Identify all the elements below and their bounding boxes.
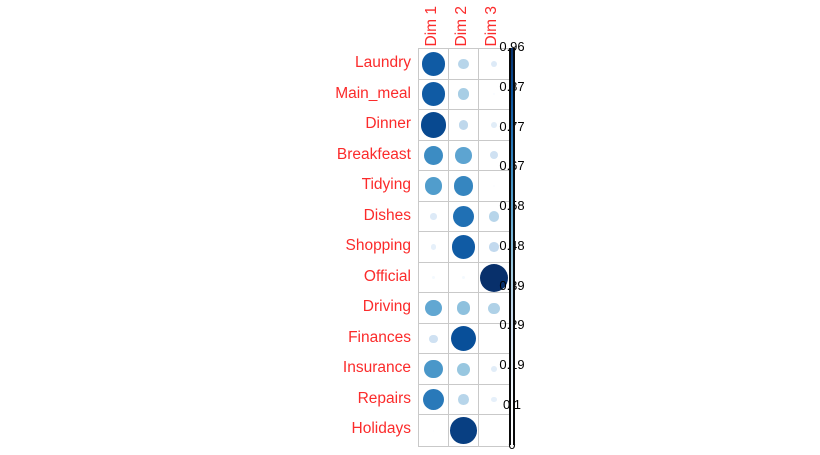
value-bubble — [492, 93, 496, 96]
matrix-cell — [449, 110, 479, 141]
column-header-label: Dim 1 — [423, 5, 441, 46]
value-bubble — [432, 429, 435, 432]
value-bubble — [420, 112, 447, 138]
matrix-cell — [479, 385, 509, 416]
value-bubble — [424, 360, 443, 379]
column-header-dim2: Dim 2 — [448, 0, 478, 46]
value-bubble — [491, 366, 497, 373]
color-legend-bar — [509, 48, 515, 446]
row-label-holidays: Holidays — [351, 420, 411, 438]
value-bubble — [453, 176, 474, 196]
matrix-cell — [449, 262, 479, 294]
matrix-cell — [479, 80, 509, 111]
matrix-cell — [479, 110, 509, 141]
matrix-cell — [449, 79, 479, 111]
row-label-driving: Driving — [362, 298, 411, 316]
matrix-cell — [449, 171, 479, 202]
matrix-cell — [449, 354, 479, 385]
matrix-cell — [419, 323, 449, 355]
value-bubble — [455, 147, 472, 164]
row-label-insurance: Insurance — [342, 359, 411, 377]
value-bubble — [493, 185, 495, 187]
value-bubble — [490, 60, 498, 67]
matrix-cell — [449, 415, 479, 446]
value-bubble — [458, 394, 469, 405]
value-bubble — [425, 299, 442, 317]
matrix-cell — [449, 323, 479, 355]
value-bubble — [421, 51, 446, 76]
bubble-matrix — [418, 48, 510, 448]
value-bubble — [458, 119, 469, 130]
matrix-cell — [419, 354, 449, 385]
matrix-cell — [479, 324, 509, 355]
value-bubble — [430, 213, 437, 220]
row-label-main_meal: Main_meal — [335, 84, 411, 102]
row-label-finances: Finances — [348, 328, 411, 346]
value-bubble — [423, 145, 444, 165]
matrix-cell — [449, 232, 479, 263]
row-label-shopping: Shopping — [345, 237, 411, 255]
matrix-cell — [419, 110, 449, 141]
column-header-dim1: Dim 1 — [418, 0, 448, 46]
value-bubble — [452, 205, 475, 228]
row-label-tidying: Tidying — [361, 176, 411, 194]
value-bubble — [488, 302, 500, 314]
matrix-cell — [479, 141, 509, 172]
matrix-cell — [479, 293, 509, 324]
value-bubble — [421, 82, 446, 107]
matrix-cell — [419, 293, 449, 324]
matrix-cell — [449, 293, 479, 324]
row-label-dishes: Dishes — [363, 206, 411, 224]
value-bubble — [489, 242, 499, 252]
row-label-breakfeast: Breakfeast — [336, 145, 411, 163]
value-bubble — [450, 417, 477, 444]
matrix-cell — [479, 354, 509, 385]
column-header-label: Dim 2 — [453, 5, 471, 46]
value-bubble — [451, 235, 476, 259]
matrix-cell — [419, 171, 449, 202]
value-bubble — [423, 389, 444, 411]
row-label-official: Official — [363, 267, 411, 285]
matrix-cell — [479, 202, 509, 233]
value-bubble — [457, 362, 470, 376]
matrix-cell — [479, 232, 509, 263]
matrix-cell — [479, 49, 509, 80]
value-bubble — [480, 263, 508, 292]
value-bubble — [491, 121, 497, 128]
value-bubble — [429, 334, 438, 343]
value-bubble — [456, 301, 471, 315]
matrix-cell — [449, 384, 479, 416]
row-label-repairs: Repairs — [357, 389, 411, 407]
value-bubble — [424, 177, 443, 195]
matrix-cell — [479, 263, 509, 294]
value-bubble — [431, 275, 436, 280]
matrix-cell — [419, 415, 449, 446]
matrix-cell — [419, 49, 449, 80]
value-bubble — [489, 151, 499, 160]
matrix-cell — [479, 171, 509, 202]
value-bubble — [458, 58, 469, 70]
value-bubble — [491, 397, 497, 403]
value-bubble — [488, 211, 500, 222]
row-label-dinner: Dinner — [365, 115, 411, 133]
value-bubble — [450, 326, 477, 352]
matrix-cell — [449, 140, 479, 172]
matrix-cell — [419, 201, 449, 233]
matrix-cell — [419, 140, 449, 172]
value-bubble — [430, 244, 437, 250]
value-bubble — [461, 275, 466, 280]
row-label-laundry: Laundry — [354, 54, 411, 71]
legend-tick-label: 0.96 — [499, 39, 525, 54]
matrix-cell — [449, 49, 479, 80]
matrix-cell — [419, 262, 449, 294]
matrix-cell — [419, 79, 449, 111]
matrix-cell — [449, 201, 479, 233]
matrix-cell — [419, 232, 449, 263]
value-bubble — [457, 88, 470, 101]
matrix-cell — [419, 384, 449, 416]
